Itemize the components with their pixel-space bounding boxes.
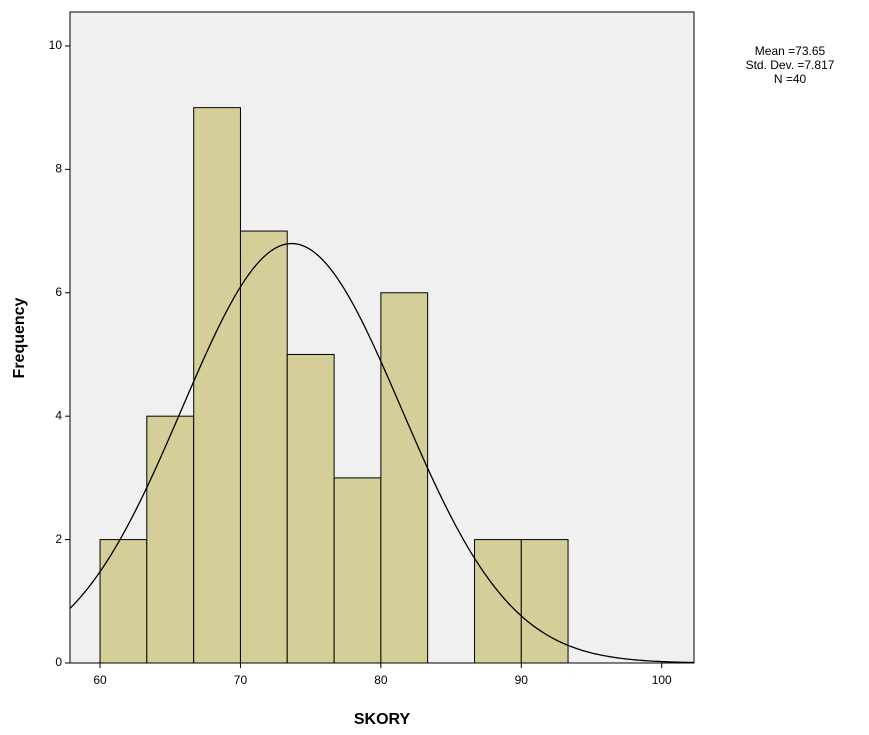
y-tick-label: 2 (55, 532, 62, 546)
bar (381, 293, 428, 663)
page: Frequency SKORY 0 2 4 6 8 10 60 70 80 90 100 Mean =… (0, 0, 869, 735)
y-tick-label: 6 (55, 285, 62, 299)
bar (334, 478, 381, 663)
y-tick-label: 4 (55, 408, 62, 422)
y-axis-label: Frequency (11, 297, 28, 378)
bar (194, 108, 241, 663)
x-tick-label: 100 (652, 673, 672, 687)
chart: Frequency SKORY 0 2 4 6 8 10 60 70 80 90 100 Mean =… (0, 0, 869, 735)
bar (240, 231, 287, 663)
bar (100, 540, 147, 663)
stat-label: Std. Dev. =7.817 (746, 58, 835, 72)
bar (287, 354, 334, 663)
y-tick-label: 8 (55, 162, 62, 176)
bar (475, 540, 522, 663)
y-tick-label: 10 (49, 38, 63, 52)
y-tick-label: 0 (55, 655, 62, 669)
bar (521, 540, 568, 663)
x-tick-label: 90 (515, 673, 529, 687)
x-axis-label: SKORY (354, 711, 411, 728)
x-tick-label: 80 (374, 673, 388, 687)
stat-label: N =40 (774, 72, 807, 86)
bar (147, 416, 194, 663)
x-tick-label: 70 (234, 673, 248, 687)
stat-label: Mean =73.65 (755, 44, 826, 58)
x-tick-label: 60 (93, 673, 107, 687)
